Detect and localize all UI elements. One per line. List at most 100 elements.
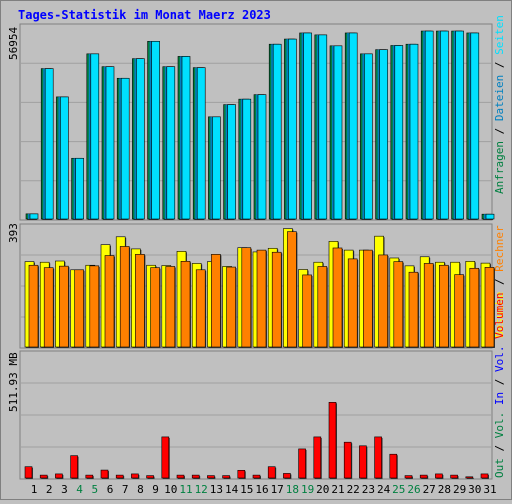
legend-part: Volumen [493,293,506,339]
volume-bar [359,445,367,479]
sites-bar [469,267,480,348]
legend-part: In [493,392,506,405]
sites-bar [119,246,130,348]
sites-bar [226,266,236,348]
pages-bar [105,66,115,220]
sites-bar [454,274,464,348]
mid-legend: Besuche / Rechner [493,225,506,338]
volume-bar [298,448,306,479]
day-label: 5 [91,483,98,496]
day-label: 17 [271,483,284,496]
sites-bar [484,267,495,348]
volume-bar [435,473,443,479]
day-label: 27 [423,483,436,496]
pages-bar [44,68,54,220]
volume-bar [207,475,215,479]
pages-bar [75,157,84,220]
volume-bar [419,474,428,479]
day-label: 2 [46,483,53,496]
sites-bar [241,247,252,348]
volume-bar [70,455,78,479]
sites-bar [332,247,343,348]
top-max-label: 56954 [7,27,20,60]
pages-bar [60,96,69,220]
sites-bar [317,266,328,348]
volume-bar [131,473,139,479]
volume-bar [480,473,489,479]
volume-bar [222,475,230,479]
volume-bar [328,402,337,479]
sites-bar [180,261,191,348]
pages-bar [348,32,358,220]
volume-bar [283,473,291,479]
pages-bar [136,58,145,220]
day-label: 7 [122,483,129,496]
volume-bars [24,402,489,479]
sites-bar [150,267,160,348]
day-label: 12 [195,483,208,496]
pages-bar [227,104,236,220]
legend-part: Besuche [493,292,506,338]
bottom-max-label: 511.93 MB [7,352,20,412]
day-label: 21 [331,483,344,496]
volume-bar [39,474,48,479]
legend-part: / [493,372,506,392]
day-label: 23 [362,483,375,496]
pages-bar [409,43,419,220]
day-label: 24 [377,483,391,496]
sites-bar [256,249,267,348]
pages-bar [181,56,191,220]
volume-bar [267,466,276,479]
day-label: 8 [137,483,144,496]
day-label: 4 [76,483,83,496]
sites-bar [408,271,419,348]
day-label: 29 [453,483,466,496]
sites-bar [211,254,221,348]
legend-part: Vol. [493,339,506,372]
legend-part: Seiten [493,15,506,55]
sites-bar [135,254,145,348]
pages-bar [303,32,312,220]
volume-bar [191,474,200,479]
volume-bar [389,453,398,479]
volume-bar [252,474,261,479]
sites-bar [104,255,115,348]
legend-part: / [493,55,506,75]
bottom-gridlines [21,382,491,448]
sites-bar [74,269,84,348]
volume-bar [161,436,170,479]
pages-bar [364,53,373,220]
sites-bar [89,265,100,348]
sites-bar [302,274,312,348]
pages-bar [394,45,404,220]
sites-bar [363,249,373,348]
pages-bar [455,30,464,220]
volume-bar [176,474,185,479]
visits-bars [24,228,495,348]
day-label: 28 [438,483,451,496]
sites-bar [28,264,39,348]
day-label: 18 [286,483,299,496]
volume-bar [24,466,33,479]
day-label: 22 [347,483,360,496]
volume-bar [85,474,94,479]
pages-bar [166,66,176,220]
day-label: 16 [255,483,268,496]
sites-bar [439,264,449,348]
day-labels: 1 2 3 4 5 6 7 8 9 10 11 12 13 14 15 16 17 18 19 20 21 22 23 24 2… [31,483,497,496]
day-label: 14 [225,483,239,496]
pages-bar [485,213,495,220]
pages-bar [257,94,267,220]
pages-bar [272,43,282,220]
sites-bar [393,261,404,348]
sites-bar [59,265,69,348]
pages-bar [90,53,100,220]
pages-bar [29,213,39,220]
requests-bars [25,30,495,221]
pages-bar [379,49,388,220]
sites-bar [43,267,54,348]
pages-bar [196,67,206,220]
pages-bar [242,98,252,220]
